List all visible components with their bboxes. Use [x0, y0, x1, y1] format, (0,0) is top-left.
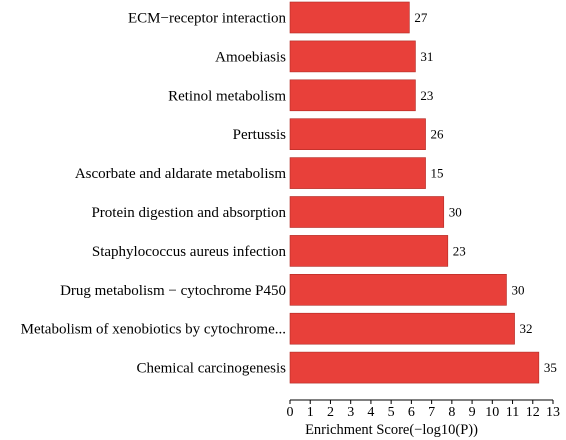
category-label: Ascorbate and aldarate metabolism [75, 166, 286, 182]
bar [289, 351, 540, 384]
x-tick-label: 13 [546, 405, 560, 420]
x-tick-label: 5 [388, 405, 395, 420]
category-label: Pertussis [233, 127, 287, 143]
bar [289, 312, 515, 345]
category-label: Drug metabolism − cytochrome P450 [60, 283, 286, 299]
category-label: Chemical carcinogenesis [136, 361, 286, 377]
category-label: Retinol metabolism [168, 88, 286, 104]
bar-data-label: 23 [453, 243, 466, 258]
bar-data-label: 26 [431, 127, 445, 142]
bar-data-label: 27 [414, 10, 428, 25]
category-label: Protein digestion and absorption [91, 205, 286, 221]
x-axis-title: Enrichment Score(−log10(P)) [305, 422, 478, 438]
x-tick-label: 0 [287, 405, 294, 420]
x-tick-label: 12 [526, 405, 540, 420]
bar [289, 235, 449, 267]
bar [289, 273, 507, 306]
bar [289, 79, 416, 112]
category-label: Amoebiasis [215, 49, 286, 65]
x-tick-label: 1 [307, 405, 314, 420]
bar [289, 157, 426, 189]
bar-data-label: 30 [449, 205, 462, 220]
x-axis: 0 1 2 3 4 5 6 7 8 9 10 11 12 13 [287, 399, 560, 420]
bar [289, 118, 426, 150]
x-tick-label: 9 [469, 405, 476, 420]
bar-data-label: 23 [420, 88, 433, 103]
bar-data-label: 15 [431, 166, 444, 181]
x-tick-label: 10 [485, 405, 499, 420]
bar-data-label: 31 [420, 49, 433, 64]
bar-data-label: 35 [544, 360, 557, 375]
x-tick-label: 4 [367, 405, 374, 420]
x-tick-label: 8 [448, 405, 455, 420]
bar-data-label: 30 [511, 282, 524, 297]
category-labels-layer: ECM−receptor interaction 27 Amoebiasis 31 Re… [21, 10, 557, 377]
bars-layer [289, 1, 540, 384]
category-label: ECM−receptor interaction [128, 11, 286, 27]
bar [289, 1, 410, 34]
x-tick-label: 7 [428, 405, 435, 420]
bar [289, 40, 416, 73]
x-tick-label: 2 [327, 405, 334, 420]
x-tick-label: 3 [347, 405, 354, 420]
x-tick-label: 11 [506, 405, 519, 420]
x-tick-label: 6 [408, 405, 415, 420]
category-label: Metabolism of xenobiotics by cytochrome.… [21, 322, 286, 338]
bar [289, 196, 445, 228]
bar-data-label: 32 [520, 321, 533, 336]
category-label: Staphylococcus aureus infection [92, 244, 287, 260]
